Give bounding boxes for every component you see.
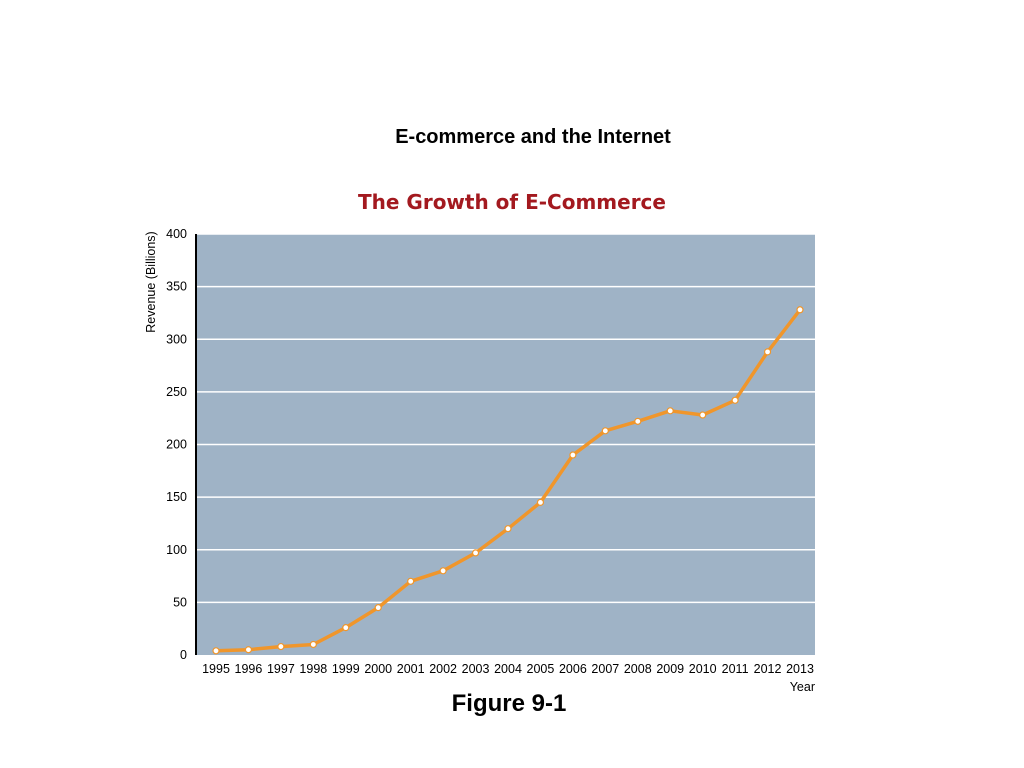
x-tick-label: 2012 (754, 662, 782, 676)
data-point (699, 411, 707, 419)
x-tick-label: 1996 (235, 662, 263, 676)
y-tick-label: 400 (166, 227, 187, 241)
x-tick-label: 2009 (656, 662, 684, 676)
data-point (601, 427, 609, 435)
y-tick-label: 0 (180, 648, 187, 662)
data-point (796, 306, 804, 314)
y-tick-label: 350 (166, 280, 187, 294)
data-point (666, 407, 674, 415)
x-tick-label: 1999 (332, 662, 360, 676)
y-tick-label: 150 (166, 490, 187, 504)
x-tick-label: 2006 (559, 662, 587, 676)
y-tick-label: 250 (166, 385, 187, 399)
x-tick-label: 2004 (494, 662, 522, 676)
data-point (731, 396, 739, 404)
x-tick-label: 2010 (689, 662, 717, 676)
y-axis-label: Revenue (Billions) (144, 231, 158, 332)
data-point (277, 642, 285, 651)
x-tick-label: 2011 (722, 662, 749, 676)
x-tick-label: 2003 (462, 662, 490, 676)
data-point (569, 451, 577, 459)
x-tick-label: 2001 (397, 662, 425, 676)
y-tick-label: 300 (166, 332, 187, 346)
data-point (342, 624, 350, 632)
y-tick-label: 200 (166, 438, 187, 452)
x-tick-label: 1995 (202, 662, 230, 676)
data-point (407, 577, 415, 585)
data-point (244, 646, 253, 654)
x-tick-label: 1998 (299, 662, 327, 676)
data-point (536, 498, 545, 506)
data-point (634, 417, 642, 425)
x-axis-label: Year (790, 680, 815, 694)
data-point (309, 640, 317, 649)
x-tick-labels: 1995 1996 1997 1998 1999 2000 2001 2002 2003 2004… (202, 662, 814, 676)
x-tick-label: 2007 (591, 662, 619, 676)
y-tick-labels: 0 50 100 150 200 250 300 350 400 (166, 227, 187, 662)
series-group (212, 306, 804, 655)
x-tick-label: 2013 (786, 662, 814, 676)
data-point (439, 567, 447, 575)
gridlines (195, 233, 815, 604)
y-tick-label: 100 (166, 543, 187, 557)
y-tick-label: 50 (173, 595, 187, 609)
data-point (504, 525, 512, 533)
chart-title: The Growth of E-Commerce (358, 190, 666, 214)
figure-caption: Figure 9-1 (451, 690, 567, 717)
data-point (374, 604, 382, 612)
x-tick-label: 2008 (624, 662, 652, 676)
slide-title: E-commerce and the Internet (395, 126, 671, 148)
x-tick-label: 2005 (527, 662, 555, 676)
x-tick-label: 1997 (267, 662, 295, 676)
data-point (212, 647, 220, 655)
data-point (471, 549, 480, 557)
data-point (763, 348, 772, 356)
x-tick-label: 2002 (429, 662, 457, 676)
x-tick-label: 2000 (364, 662, 392, 676)
